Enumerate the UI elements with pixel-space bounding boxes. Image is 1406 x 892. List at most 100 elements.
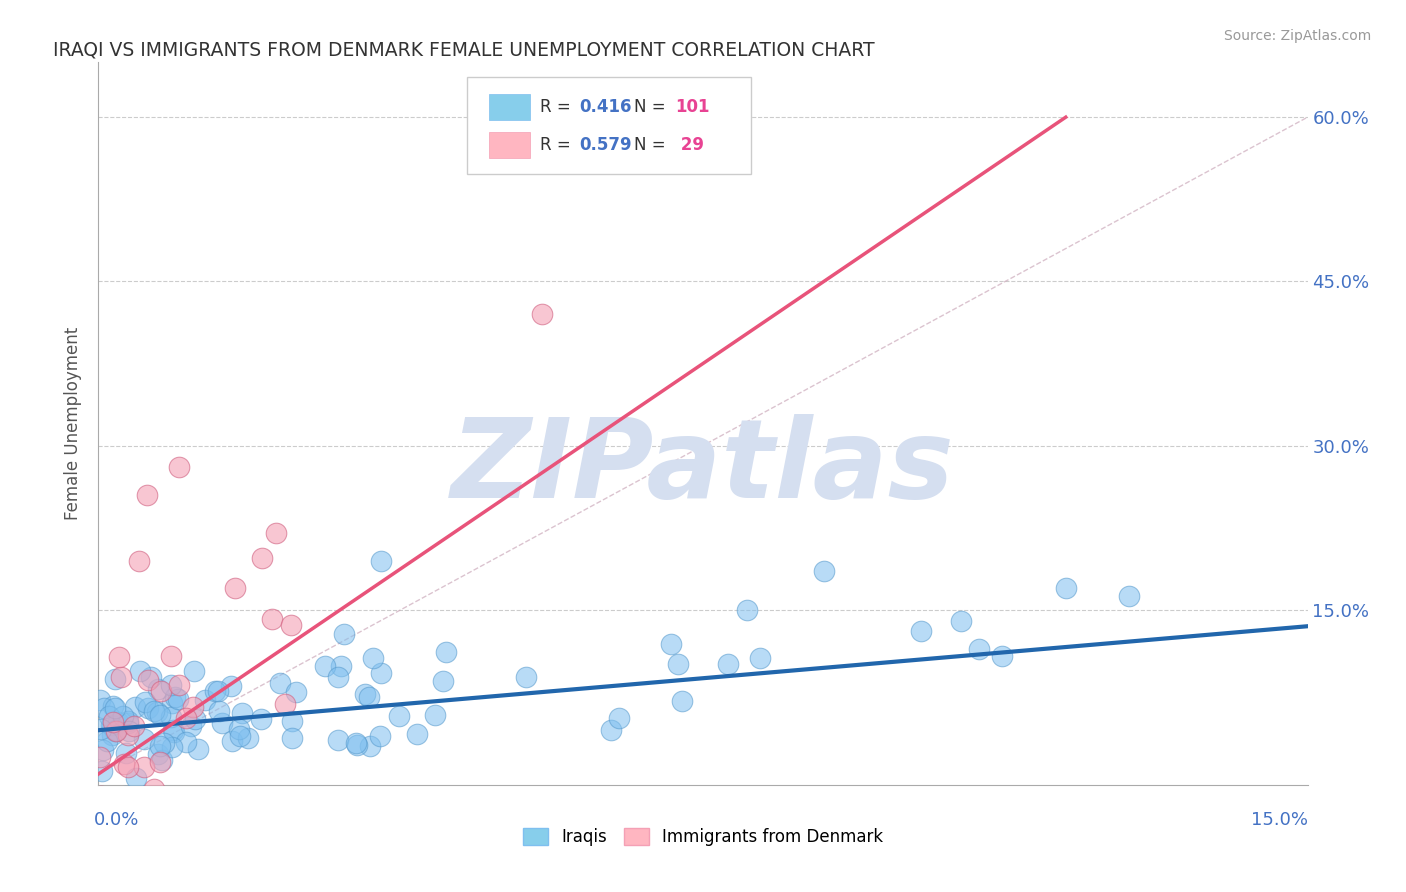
Text: N =: N = <box>634 98 671 116</box>
Point <box>388 709 411 723</box>
Point <box>1118 590 1140 604</box>
Point <box>89 693 111 707</box>
Text: 0.0%: 0.0% <box>94 811 139 829</box>
Point <box>146 747 169 761</box>
Point <box>174 734 197 748</box>
Point <box>163 724 186 739</box>
Point <box>149 707 172 722</box>
Point <box>183 664 205 678</box>
Point <box>370 553 392 567</box>
Point <box>107 714 129 729</box>
Point <box>368 729 391 743</box>
Point <box>149 755 172 769</box>
Point <box>262 612 284 626</box>
Point <box>359 739 381 753</box>
Point <box>141 670 163 684</box>
Point <box>159 710 181 724</box>
Point <box>104 724 127 739</box>
Text: ZIPatlas: ZIPatlas <box>451 414 955 521</box>
Text: 101: 101 <box>675 98 710 116</box>
Point <box>167 692 190 706</box>
Point <box>274 697 297 711</box>
Point <box>91 764 114 778</box>
Point <box>284 684 307 698</box>
Point <box>228 722 250 736</box>
Point <box>219 679 242 693</box>
Point <box>967 641 990 656</box>
Point <box>224 581 246 595</box>
Point <box>149 739 172 753</box>
Point <box>991 648 1014 663</box>
Point <box>229 730 252 744</box>
Point <box>207 684 229 698</box>
Point <box>357 690 380 705</box>
Point <box>330 658 353 673</box>
Point <box>117 760 139 774</box>
Text: IRAQI VS IMMIGRANTS FROM DENMARK FEMALE UNEMPLOYMENT CORRELATION CHART: IRAQI VS IMMIGRANTS FROM DENMARK FEMALE … <box>53 40 875 59</box>
FancyBboxPatch shape <box>467 77 751 175</box>
Point <box>110 670 132 684</box>
Point <box>135 488 157 502</box>
Point <box>108 649 131 664</box>
Point <box>93 700 115 714</box>
Point <box>160 697 183 711</box>
Point <box>167 678 190 692</box>
Point <box>280 618 302 632</box>
Legend: Iraqis, Immigrants from Denmark: Iraqis, Immigrants from Denmark <box>516 821 890 853</box>
Point <box>238 731 260 745</box>
Point <box>89 750 111 764</box>
Point <box>128 553 150 567</box>
Point <box>103 699 125 714</box>
Point <box>115 746 138 760</box>
Point <box>122 719 145 733</box>
Point <box>735 603 758 617</box>
Point <box>204 683 226 698</box>
Point <box>749 651 772 665</box>
Point <box>117 716 139 731</box>
Point <box>162 723 184 737</box>
Point <box>117 728 139 742</box>
Point <box>231 706 253 720</box>
Point <box>354 687 377 701</box>
Point <box>111 709 134 723</box>
Point <box>100 718 122 732</box>
Point <box>333 627 356 641</box>
Point <box>142 704 165 718</box>
Point <box>666 657 689 672</box>
Point <box>609 711 631 725</box>
Point <box>97 709 120 723</box>
Point <box>167 460 190 475</box>
Point <box>152 736 174 750</box>
Point <box>112 756 135 771</box>
Point <box>125 772 148 786</box>
Point <box>600 723 623 738</box>
Text: 29: 29 <box>675 136 704 153</box>
Point <box>145 706 167 720</box>
Point <box>193 693 215 707</box>
Point <box>346 738 368 752</box>
Point <box>950 615 973 629</box>
Point <box>105 723 128 737</box>
Point <box>136 700 159 714</box>
Point <box>160 739 183 754</box>
Point <box>174 711 197 725</box>
Point <box>208 704 231 718</box>
Point <box>163 690 186 704</box>
Point <box>150 684 173 698</box>
Point <box>160 678 183 692</box>
Point <box>184 712 207 726</box>
Point <box>104 701 127 715</box>
Point <box>423 708 446 723</box>
Point <box>221 733 243 747</box>
Point <box>117 724 139 739</box>
Text: R =: R = <box>540 136 576 153</box>
Point <box>813 565 835 579</box>
Point <box>406 726 429 740</box>
Point <box>671 694 693 708</box>
Point <box>101 718 124 732</box>
Point <box>281 731 304 745</box>
Point <box>101 728 124 742</box>
Point <box>269 676 291 690</box>
Point <box>717 657 740 671</box>
Point <box>90 723 112 737</box>
